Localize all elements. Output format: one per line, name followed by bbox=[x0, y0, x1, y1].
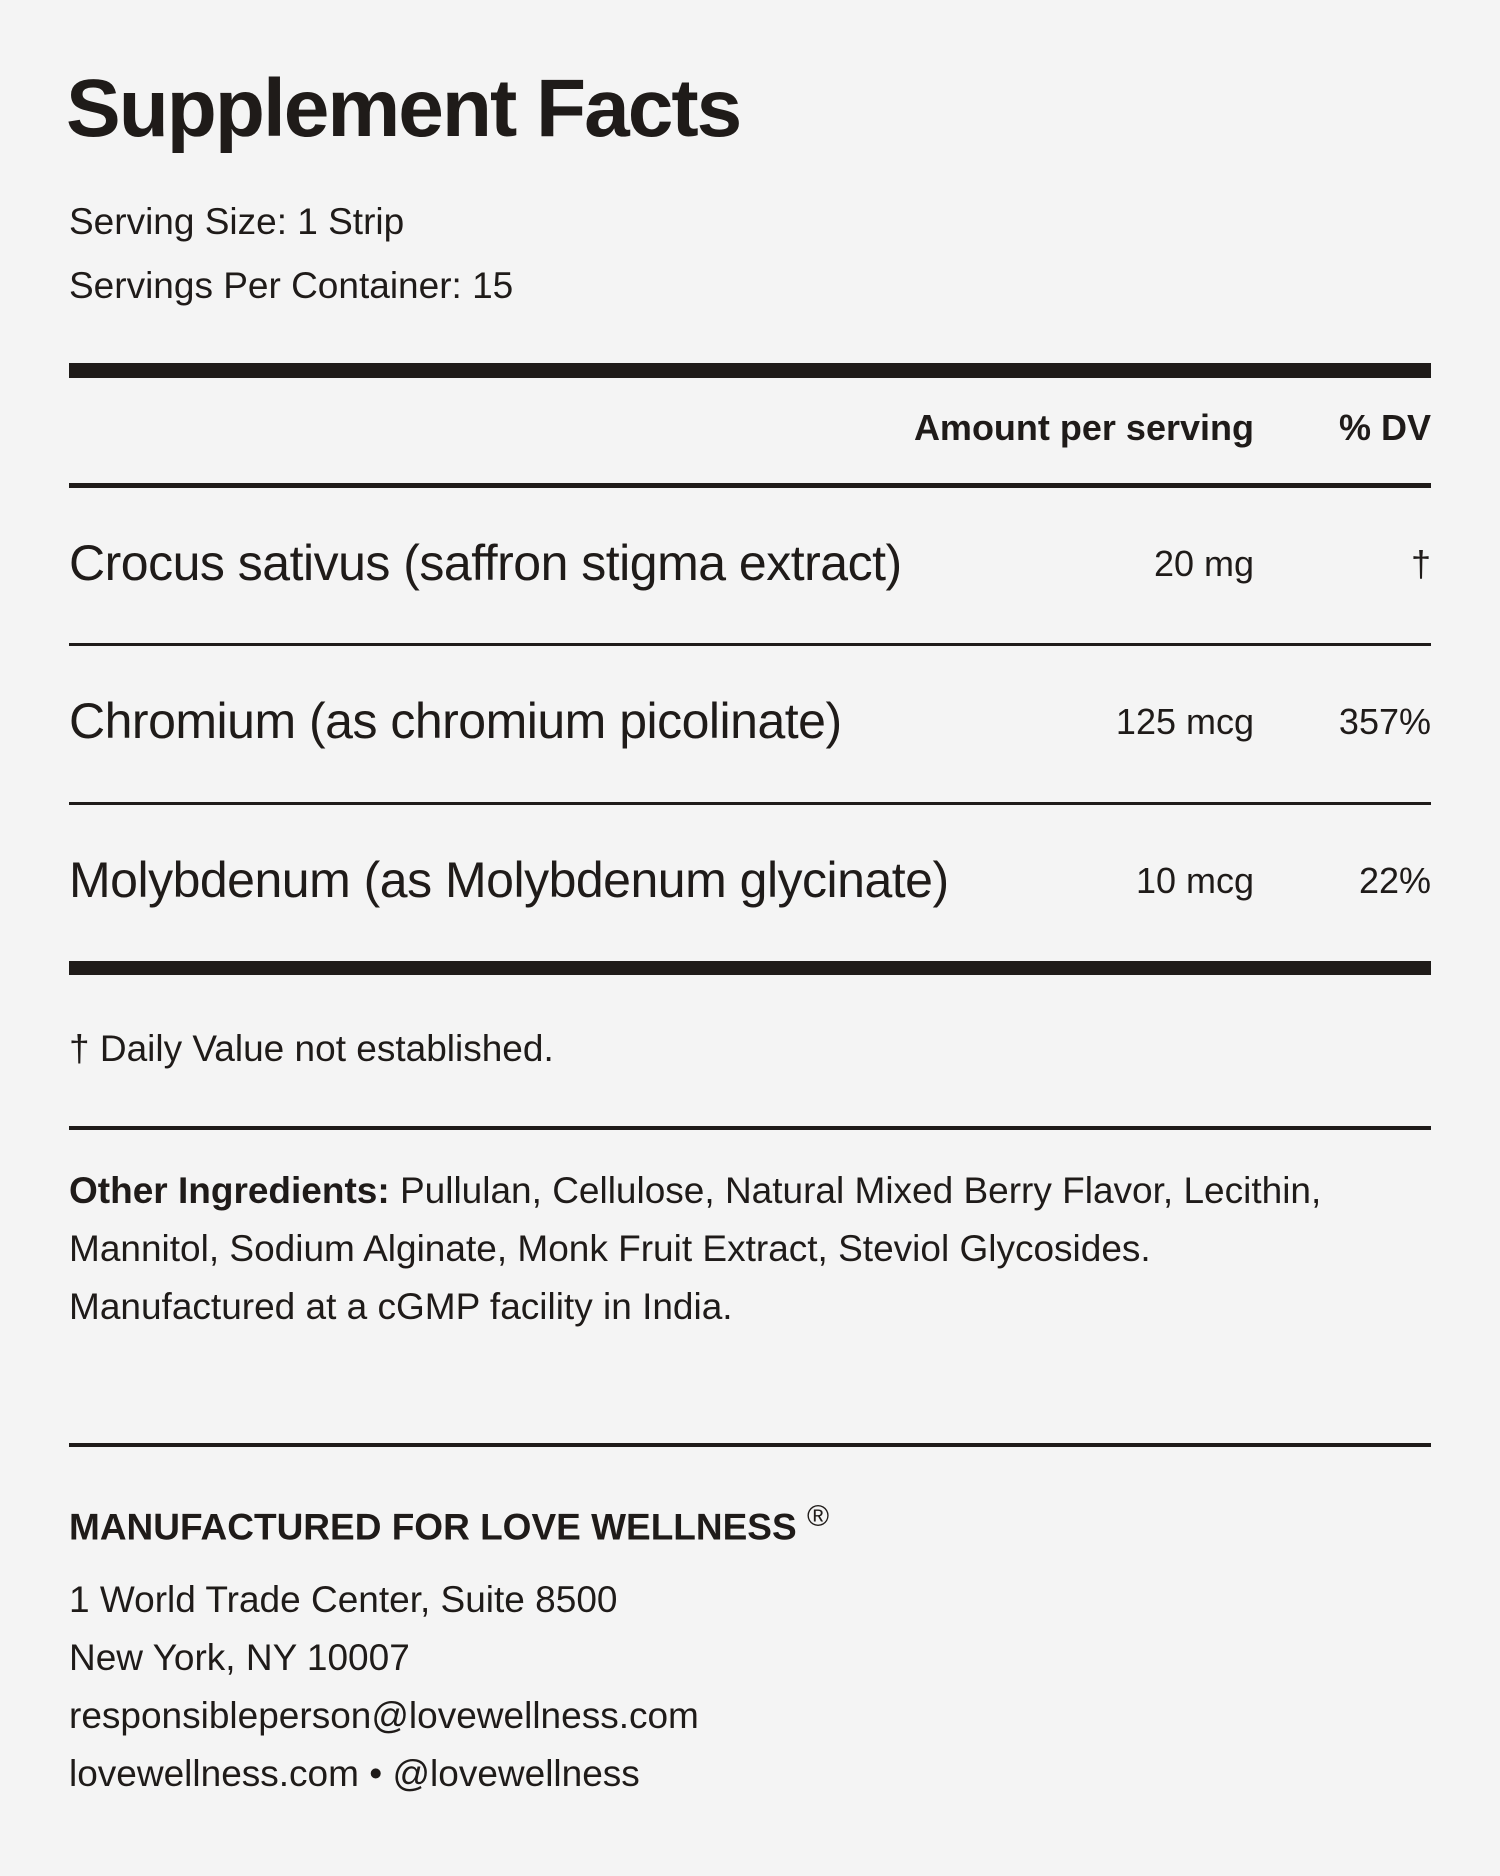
page-title: Supplement Facts bbox=[66, 63, 742, 154]
manufacturer-address: 1 World Trade Center, Suite 8500 New Yor… bbox=[69, 1571, 699, 1803]
nutrient-name: Crocus sativus (saffron stigma extract) bbox=[69, 535, 902, 591]
other-ingredients-text: Pullulan, Cellulose, Natural Mixed Berry… bbox=[69, 1170, 1322, 1269]
row-divider bbox=[69, 802, 1431, 805]
header-divider bbox=[69, 483, 1431, 488]
thick-divider bbox=[69, 961, 1431, 975]
address-line-2: New York, NY 10007 bbox=[69, 1637, 410, 1678]
nutrient-name: Chromium (as chromium picolinate) bbox=[69, 693, 842, 749]
nutrient-dv: 357% bbox=[1338, 701, 1431, 742]
nutrient-dv: † bbox=[1410, 543, 1431, 584]
manufacturer-heading: MANUFACTURED FOR LOVE WELLNESS ® bbox=[69, 1500, 830, 1548]
amount-header: Amount per serving bbox=[913, 407, 1254, 448]
footnote: † Daily Value not established. bbox=[69, 1028, 554, 1069]
address-line-1: 1 World Trade Center, Suite 8500 bbox=[69, 1579, 618, 1620]
nutrient-amount: 125 mcg bbox=[1115, 701, 1254, 742]
email-link[interactable]: responsibleperson@lovewellness.com bbox=[69, 1695, 699, 1736]
other-ingredients-label: Other Ingredients: bbox=[69, 1170, 390, 1211]
divider bbox=[69, 1443, 1431, 1447]
website-social[interactable]: lovewellness.com • @lovewellness bbox=[69, 1753, 640, 1794]
nutrient-name: Molybdenum (as Molybdenum glycinate) bbox=[69, 852, 949, 908]
serving-size: Serving Size: 1 Strip bbox=[69, 201, 405, 242]
divider bbox=[69, 1126, 1431, 1130]
manufacturer-name: MANUFACTURED FOR LOVE WELLNESS bbox=[69, 1506, 797, 1548]
facility-note: Manufactured at a cGMP facility in India… bbox=[69, 1286, 733, 1327]
nutrient-amount: 10 mcg bbox=[1135, 860, 1254, 901]
thick-divider bbox=[69, 363, 1431, 378]
row-divider bbox=[69, 643, 1431, 646]
other-ingredients: Other Ingredients: Pullulan, Cellulose, … bbox=[69, 1162, 1369, 1336]
nutrient-amount: 20 mg bbox=[1153, 543, 1254, 584]
dv-header: % DV bbox=[1338, 407, 1431, 448]
servings-per-container: Servings Per Container: 15 bbox=[69, 265, 514, 306]
registered-mark: ® bbox=[806, 1500, 830, 1533]
nutrient-dv: 22% bbox=[1358, 860, 1431, 901]
